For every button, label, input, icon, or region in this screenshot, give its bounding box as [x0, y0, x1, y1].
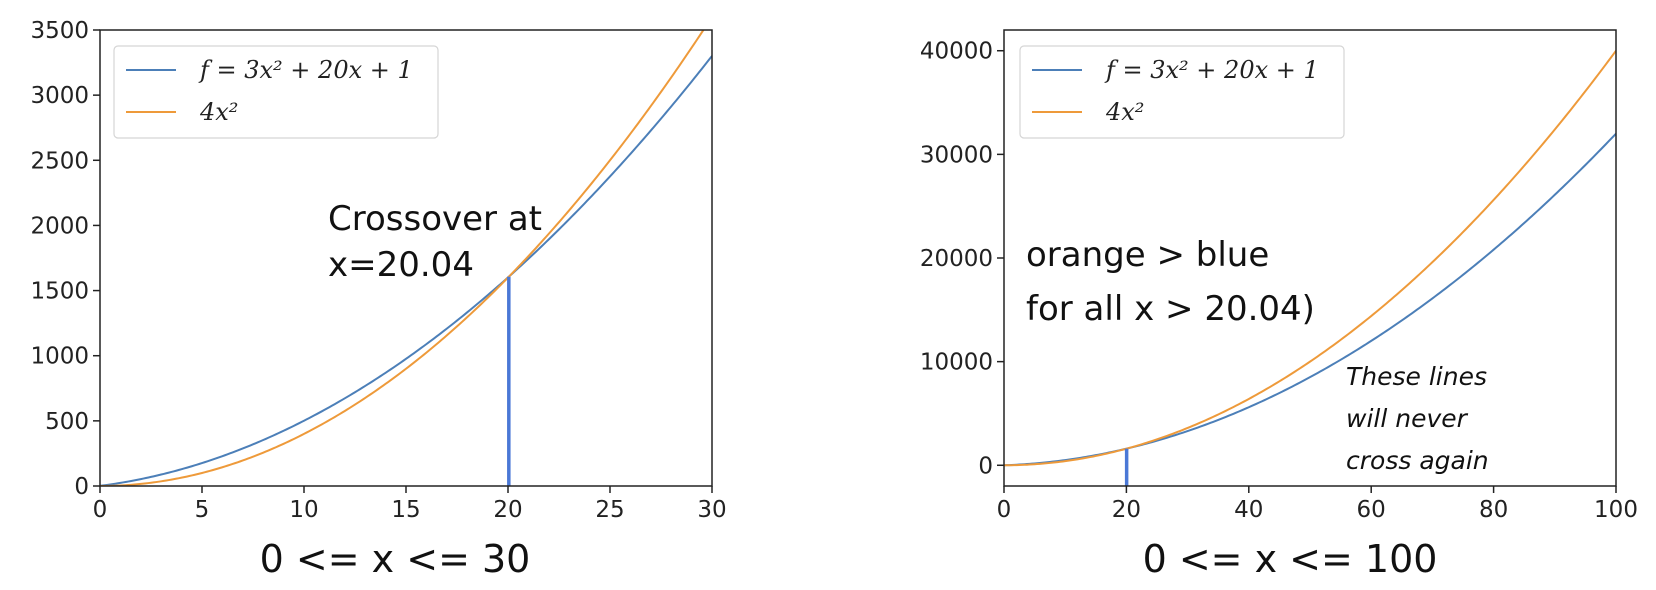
x-tick-label: 10	[289, 497, 318, 523]
annotation-line: cross again	[1346, 446, 1489, 475]
annotation-line: These lines	[1346, 362, 1487, 391]
annotation-line: orange > blue	[1026, 235, 1269, 275]
annotation-line: will never	[1346, 404, 1469, 433]
legend-entry: 4x²	[1105, 98, 1144, 126]
annotation-text: orange > blue for all x > 20.04)	[1026, 235, 1315, 329]
series-line-f	[100, 55, 712, 486]
legend: f = 3x² + 20x + 1 4x²	[1019, 45, 1345, 139]
y-tick-label: 1500	[30, 279, 89, 305]
legend-entry: f = 3x² + 20x + 1	[1104, 56, 1319, 84]
x-tick-label: 80	[1479, 497, 1508, 523]
x-tick-label: 20	[493, 497, 522, 523]
series-line-g	[1004, 50, 1616, 467]
legend-entry: f = 3x² + 20x + 1	[198, 56, 413, 84]
y-tick-label: 2000	[30, 213, 89, 239]
annotation-line: Crossover at	[328, 199, 542, 239]
y-tick-label: 3000	[30, 83, 89, 109]
legend-box	[1019, 45, 1345, 139]
legend-entry: 4x²	[199, 98, 238, 126]
x-tick-label: 60	[1357, 497, 1386, 523]
y-tick-label: 2500	[30, 148, 89, 174]
series-line-g	[100, 30, 705, 486]
y-tick-label: 3500	[30, 18, 89, 44]
x-tick-label: 5	[195, 497, 210, 523]
y-tick-label: 500	[45, 409, 89, 435]
y-tick-label: 0	[74, 474, 89, 500]
x-tick-label: 0	[93, 497, 108, 523]
y-tick-label: 10000	[920, 350, 993, 376]
x-tick-label: 0	[997, 497, 1012, 523]
x-tick-label: 20	[1112, 497, 1141, 523]
chart-2: 0 20 40 60 80 100 0 10000 20000 30000 40000 f = 3x²…	[920, 29, 1638, 581]
annotation-text: These lines will never cross again	[1346, 362, 1489, 475]
x-tick-label: 40	[1234, 497, 1263, 523]
annotation-line: for all x > 20.04)	[1026, 289, 1315, 329]
annotation-line: x=20.04	[328, 245, 474, 285]
legend-box	[113, 45, 439, 139]
y-tick-label: 30000	[920, 142, 993, 168]
chart-caption: 0 <= x <= 100	[1143, 537, 1438, 581]
x-tick-label: 25	[595, 497, 624, 523]
x-tick-label: 15	[391, 497, 420, 523]
annotation-text: Crossover at x=20.04	[328, 199, 542, 285]
y-tick-label: 20000	[920, 246, 993, 272]
legend: f = 3x² + 20x + 1 4x²	[113, 45, 439, 139]
x-tick-label: 30	[697, 497, 726, 523]
chart-1: 0 5 10 15 20 25 30 0 500 1000 1500 2000 2500 3000 3500…	[30, 18, 726, 581]
y-tick-label: 40000	[920, 39, 993, 65]
x-tick-label: 100	[1594, 497, 1638, 523]
y-tick-label: 1000	[30, 344, 89, 370]
y-tick-label: 0	[978, 453, 993, 479]
chart-caption: 0 <= x <= 30	[260, 537, 531, 581]
